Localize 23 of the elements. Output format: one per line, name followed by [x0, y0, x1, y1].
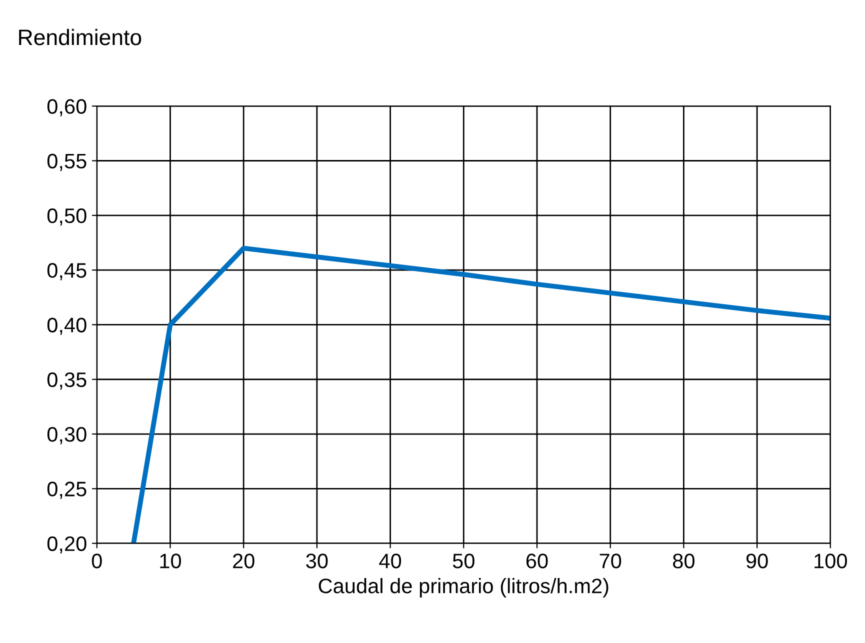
y-tick-label: 0,35	[47, 372, 86, 390]
y-tick-label: 0,45	[47, 263, 86, 280]
chart-title: Rendimiento	[19, 28, 142, 46]
x-tick-label: 0	[92, 554, 102, 568]
y-tick-label: 0,55	[47, 154, 86, 171]
x-tick-label: 60	[526, 554, 548, 568]
x-tick-label: 30	[306, 554, 328, 568]
x-tick-label: 20	[233, 554, 254, 568]
y-tick-label: 0,60	[47, 99, 86, 116]
line-series	[131, 246, 830, 544]
x-tick-label: 40	[379, 554, 402, 568]
x-axis-title: Caudal de primario (litros/h.m2)	[318, 578, 608, 598]
x-tick-label: 50	[452, 554, 474, 568]
x-tick-label: 80	[673, 554, 694, 568]
y-tick-label: 0,40	[47, 318, 86, 335]
x-tick-label: 90	[746, 554, 768, 568]
x-tick-label: 100	[814, 554, 847, 568]
x-tick-label: 10	[160, 554, 182, 568]
y-tick-label: 0,20	[47, 536, 86, 554]
y-tick-label: 0,25	[47, 482, 86, 499]
y-tick-label: 0,30	[47, 427, 86, 444]
x-tick-label: 70	[600, 554, 622, 568]
y-tick-label: 0,50	[47, 208, 86, 226]
